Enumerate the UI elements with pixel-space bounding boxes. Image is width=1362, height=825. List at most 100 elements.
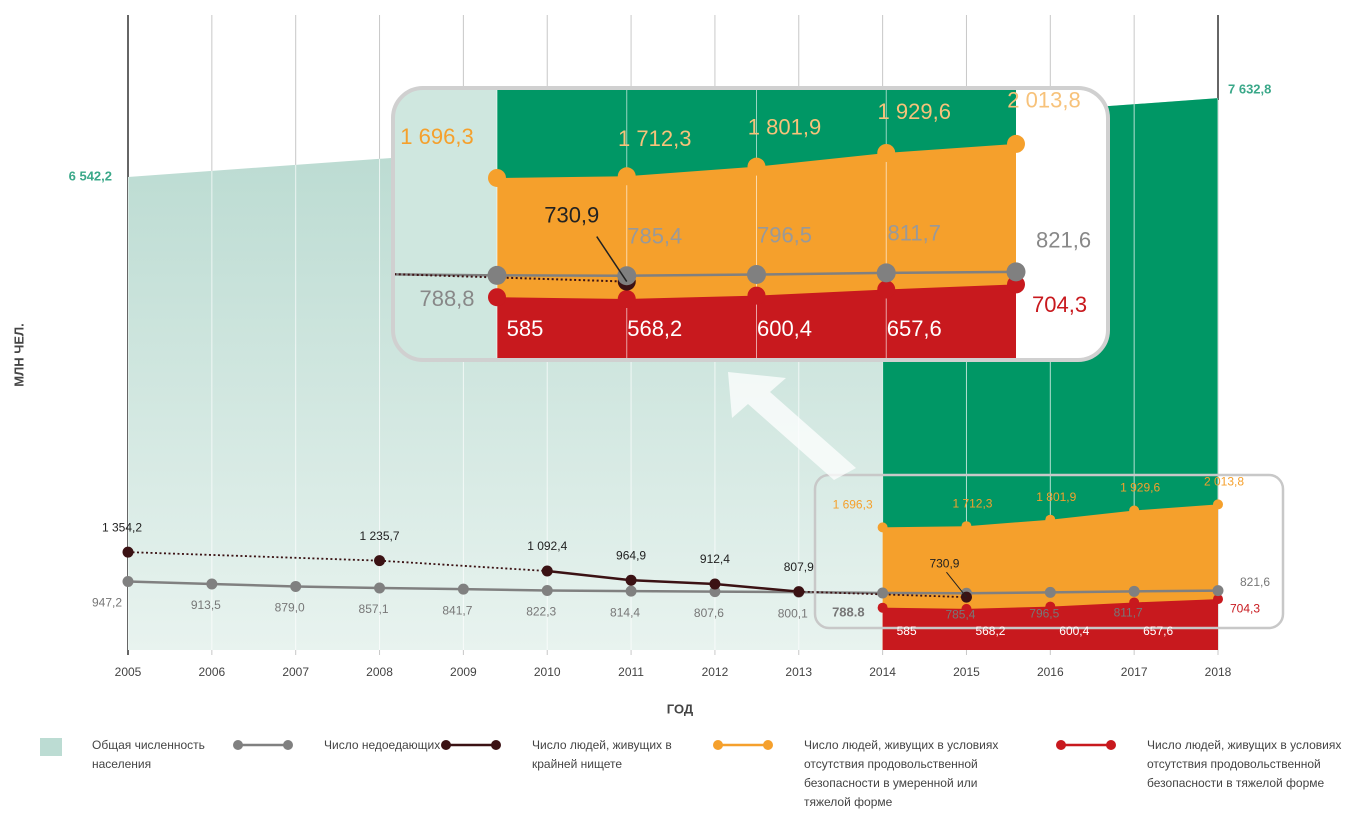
data-label: 2 013,8 [1204, 475, 1244, 489]
data-label: 657,6 [1143, 624, 1173, 638]
data-label: 1 712,3 [952, 496, 992, 510]
line-segment [798, 590, 967, 599]
x-tick-label: 2006 [198, 665, 225, 679]
data-label: 800,1 [778, 606, 808, 620]
x-axis-label: ГОД [667, 701, 694, 716]
data-label: 2 013,8 [1007, 88, 1080, 113]
x-tick-label: 2010 [534, 665, 561, 679]
data-label: 730,9 [929, 556, 959, 570]
point [709, 578, 721, 590]
legend-item: Число недоедающих [232, 736, 444, 757]
data-label: 947,2 [92, 596, 122, 610]
point [488, 168, 506, 187]
data-label: 857,1 [359, 602, 389, 616]
data-label: 585 [897, 624, 917, 638]
data-label: 1 929,6 [878, 99, 951, 124]
data-label: 811,7 [888, 221, 941, 246]
chart: 1 696,3 1 712,3 1 801,9 1 929,6 2 013,8 585 56… [11, 15, 1285, 716]
x-tick-label: 2007 [282, 665, 309, 679]
point [617, 290, 636, 309]
data-label: 600,4 [757, 316, 812, 341]
line-segment [631, 578, 715, 586]
line-segment [547, 569, 632, 582]
data-label: 6 542,2 [69, 168, 112, 183]
line [127, 580, 1219, 595]
point [122, 546, 134, 558]
data-label: 568,2 [975, 624, 1005, 638]
data-label: 1 801,9 [1036, 490, 1076, 504]
legend-item: Число людей, живущих в крайней нищете [440, 736, 712, 774]
data-label: 1 929,6 [1120, 481, 1160, 495]
x-tick-label: 2005 [115, 665, 142, 679]
legend-line [713, 740, 773, 750]
data-label: 1 696,3 [833, 498, 873, 512]
data-label: 822,3 [526, 605, 556, 619]
leader-line [946, 571, 967, 598]
data-label: 964,9 [616, 548, 646, 562]
point [1129, 597, 1140, 608]
point [1007, 134, 1025, 153]
data-label: 1 235,7 [360, 529, 400, 543]
point [877, 143, 896, 162]
point [617, 266, 637, 286]
legend-label: Число недоедающих [324, 738, 441, 752]
data-label: 585 [507, 316, 544, 341]
data-label: 879,0 [275, 601, 305, 615]
data-label: 785,4 [945, 607, 975, 621]
data-label: 912,4 [700, 552, 730, 566]
point [961, 603, 972, 614]
point [1129, 505, 1140, 516]
point [541, 585, 553, 597]
data-label: 796,5 [757, 222, 812, 247]
point [1212, 585, 1224, 597]
point [747, 157, 766, 176]
x-tick-label: 2009 [450, 665, 477, 679]
data-label: 1 354,2 [102, 520, 142, 534]
inset-population [393, 88, 497, 360]
data-label: 796,5 [1029, 607, 1059, 621]
data-label: 568,2 [627, 316, 682, 341]
point [1045, 601, 1056, 612]
x-tick-label: 2016 [1037, 665, 1064, 679]
data-label: 7 632,8 [1228, 82, 1271, 97]
legend-item: Общая численность населения [40, 736, 242, 774]
data-label: 1 801,9 [748, 114, 821, 139]
point [488, 288, 506, 307]
data-label: 704,3 [1032, 292, 1087, 317]
data-label: 600,4 [1059, 624, 1089, 638]
x-tick-label: 2018 [1205, 665, 1232, 679]
line-segment [127, 551, 380, 562]
legend-line [1056, 740, 1116, 750]
point [877, 280, 896, 299]
point [1044, 586, 1056, 598]
x-tick-label: 2012 [702, 665, 729, 679]
legend-label: Число людей, живущих в условиях отсутств… [1147, 738, 1342, 790]
point [374, 582, 386, 594]
zoom-frame [391, 86, 1110, 362]
point [122, 576, 134, 588]
legend-item: Число людей, живущих в условиях отсутств… [712, 736, 1024, 812]
x-tick-label: 2014 [869, 665, 896, 679]
zoom-source-frame [813, 473, 1285, 630]
leader-line [596, 236, 628, 282]
point [617, 167, 636, 186]
zoom-inset: 1 696,3 1 712,3 1 801,9 1 929,6 2 013,8 585 56… [393, 88, 1108, 360]
point [1213, 499, 1223, 510]
point [1128, 585, 1140, 597]
point [877, 587, 889, 599]
point [1045, 514, 1056, 525]
data-label: 704,3 [1230, 601, 1260, 615]
point [747, 286, 766, 305]
zoom-arrow [728, 372, 856, 480]
point [290, 580, 302, 592]
y-axis-label: МЛН ЧЕЛ. [11, 323, 26, 387]
labels: 2005 2006 2007 2008 2009 2010 2011 2012 2013 2014… [69, 82, 1272, 680]
point [1213, 594, 1223, 605]
data-label: 811,7 [1114, 605, 1143, 619]
point [876, 263, 896, 283]
x-tick-label: 2017 [1121, 665, 1148, 679]
point [877, 602, 888, 613]
data-label: 730,9 [544, 202, 599, 227]
data-label: 785,4 [627, 224, 682, 249]
